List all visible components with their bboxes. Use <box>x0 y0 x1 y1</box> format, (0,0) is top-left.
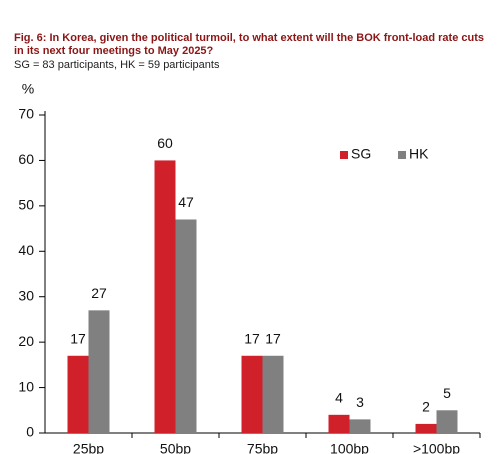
bar <box>241 355 263 433</box>
value-label: 17 <box>265 330 281 346</box>
bar <box>154 160 176 433</box>
bar <box>436 410 458 433</box>
legend-label: SG <box>351 146 371 162</box>
y-tick-label: 50 <box>18 197 34 213</box>
bar <box>349 419 371 433</box>
bar <box>415 423 437 433</box>
legend-swatch <box>398 151 406 159</box>
value-label: 27 <box>91 285 107 301</box>
y-tick-label: 10 <box>18 378 34 394</box>
x-tick-label: 25bp <box>73 441 104 454</box>
value-label: 47 <box>178 194 194 210</box>
value-label: 4 <box>335 390 343 406</box>
bar <box>262 355 284 433</box>
legend-swatch <box>340 151 348 159</box>
chart-title: Fig. 6: In Korea, given the political tu… <box>14 32 484 57</box>
y-tick-label: 40 <box>18 242 34 258</box>
value-label: 60 <box>157 135 173 151</box>
legend-label: HK <box>409 146 429 162</box>
value-label: 17 <box>244 330 260 346</box>
bar <box>328 414 350 433</box>
x-tick-label: >100bp <box>413 441 460 454</box>
bar <box>88 310 110 433</box>
y-tick-label: 60 <box>18 151 34 167</box>
value-label: 17 <box>70 330 86 346</box>
value-label: 3 <box>356 394 364 410</box>
x-tick-label: 100bp <box>330 441 369 454</box>
bar <box>67 355 89 433</box>
y-tick-label: 20 <box>18 333 34 349</box>
y-axis-label: % <box>22 81 34 97</box>
y-tick-label: 30 <box>18 287 34 303</box>
x-tick-label: 50bp <box>160 441 191 454</box>
bar <box>175 219 197 433</box>
y-tick-label: 70 <box>18 106 34 122</box>
value-label: 2 <box>422 399 430 415</box>
y-tick-label: 0 <box>26 424 34 440</box>
chart-subtitle: SG = 83 participants, HK = 59 participan… <box>14 59 220 71</box>
x-tick-label: 75bp <box>247 441 278 454</box>
value-label: 5 <box>443 385 451 401</box>
